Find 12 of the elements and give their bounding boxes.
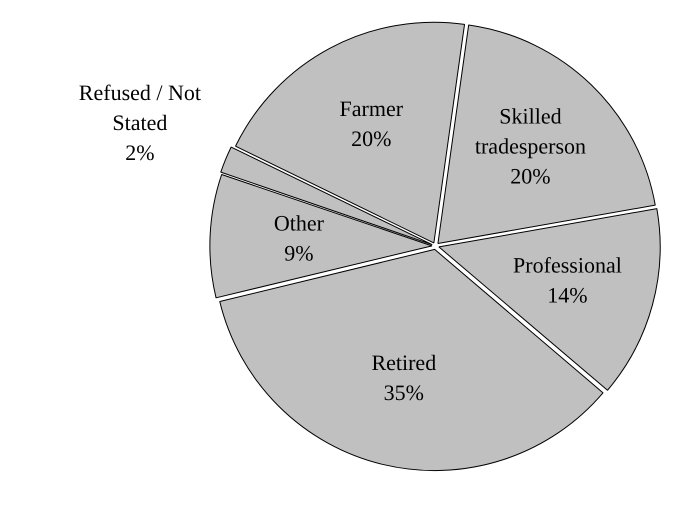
slice-label: Refused / Not Stated [78, 80, 201, 135]
slice-label: Skilled tradesperson [474, 103, 586, 158]
data-label: 20% [510, 163, 551, 188]
data-label: 2% [125, 140, 155, 165]
data-label: 35% [384, 380, 424, 405]
slice-label: Farmer [340, 96, 404, 122]
slice-label: Other [274, 210, 325, 236]
slice-label: Professional [513, 252, 622, 278]
data-label: 9% [284, 240, 314, 266]
data-label: 20% [351, 126, 392, 152]
slice-label: Retired [371, 350, 436, 375]
data-label: 14% [547, 282, 588, 308]
